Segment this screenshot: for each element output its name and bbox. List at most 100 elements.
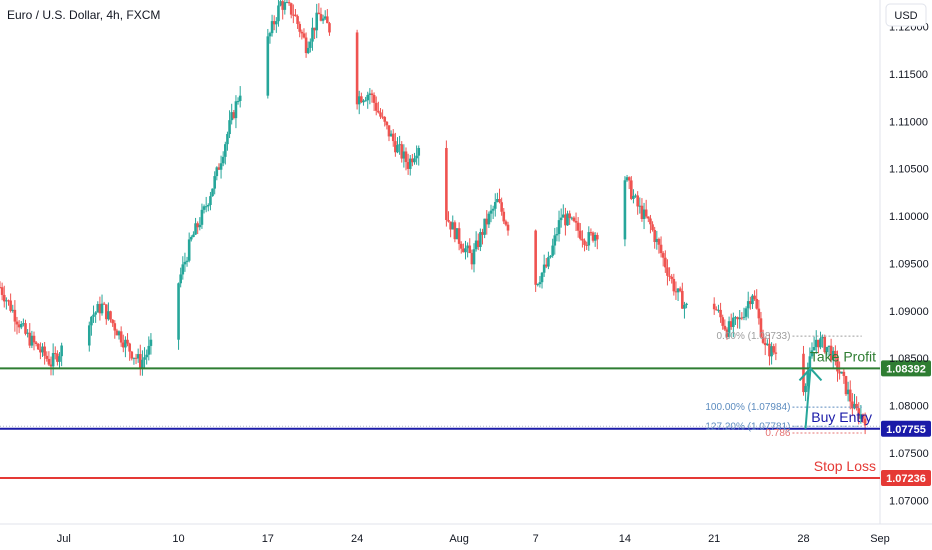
candle-body [863,418,867,426]
candle [449,221,452,238]
candle [487,211,491,228]
candle [536,283,540,287]
candle [100,294,104,316]
candle [547,251,550,270]
candle-body [272,21,276,25]
candle-body [853,403,856,409]
levels-layer: Take Profit 1.08392 Buy Entry 1.07755 Stop L… [0,348,931,486]
candle-body [476,240,480,248]
candle-body [2,294,6,302]
candle [485,210,489,235]
candle [576,217,580,238]
candle [749,296,752,310]
candle [834,345,837,366]
candle-body [593,234,597,241]
candle-body [194,223,197,235]
candle-body [823,336,827,353]
candle-body [130,351,134,359]
candle-body [734,317,737,319]
candle-body [808,356,812,372]
candle-body [9,300,12,311]
candle-body [143,357,146,360]
candle-body [294,14,297,17]
candle [277,0,280,27]
currency-button[interactable]: USD [885,3,927,27]
candle-body [542,264,546,273]
candle [636,191,639,215]
candle [117,330,121,340]
candle-body [636,195,639,207]
candle-body [472,249,476,265]
candle-body [381,116,384,118]
candle-body [768,343,771,357]
candle [285,0,289,4]
candle [26,329,29,338]
candle [96,301,100,313]
candle-body [185,260,189,262]
candle [143,347,146,370]
candle [734,315,737,326]
candle [292,4,295,24]
candle-body [591,232,595,241]
candle-body [814,339,818,347]
candle-body [360,96,363,103]
plot-area[interactable] [0,0,880,524]
candle-body [547,257,550,267]
candle-body [559,217,563,221]
candle-body [207,204,210,207]
candle [761,329,765,345]
candle [411,153,414,167]
candle-body [640,205,644,219]
candle [472,243,476,273]
candle [812,336,816,351]
candle-body [496,199,499,202]
candle-body [374,102,378,111]
candle-body [309,41,312,48]
candle-body [39,349,42,353]
candle [538,276,542,288]
candle-body [736,317,739,320]
candle-body [275,21,278,25]
candle-body [751,295,754,305]
candle-body [385,121,389,126]
candle [534,229,537,292]
candle-body [306,47,310,54]
candle-body [585,244,588,246]
candle [595,232,599,250]
candle-body [43,346,46,356]
candle-body [566,213,569,226]
candle-body [583,240,586,245]
candle [92,305,95,323]
candle [851,393,854,417]
candle-body [729,321,733,327]
candle-body [355,32,359,105]
candle [187,232,191,263]
candle-body [200,209,204,225]
candle [377,101,380,114]
price-tick-label: 1.11500 [889,69,928,81]
price-axis[interactable] [880,0,932,550]
candle-body [45,355,49,359]
fib-label: 100.00% (1.07984) [705,402,790,413]
candle-body [117,331,121,336]
candle-body [855,403,858,409]
candle-body [770,346,773,357]
candle-body [651,224,654,230]
candle-body [204,206,208,208]
candle-body [861,414,865,419]
candle [298,21,302,38]
candle [381,109,384,120]
candle-body [630,180,633,199]
candle-body [0,287,4,295]
candle [328,21,331,36]
buy-entry-label: Buy Entry [811,409,872,425]
candle [413,152,416,165]
candle [855,396,858,411]
candle-body [536,284,540,286]
candle [56,350,59,366]
candle-body [491,208,495,211]
candle-body [211,188,214,197]
buy-entry-price-tag-text: 1.07755 [886,424,926,436]
candle-body [187,239,191,261]
